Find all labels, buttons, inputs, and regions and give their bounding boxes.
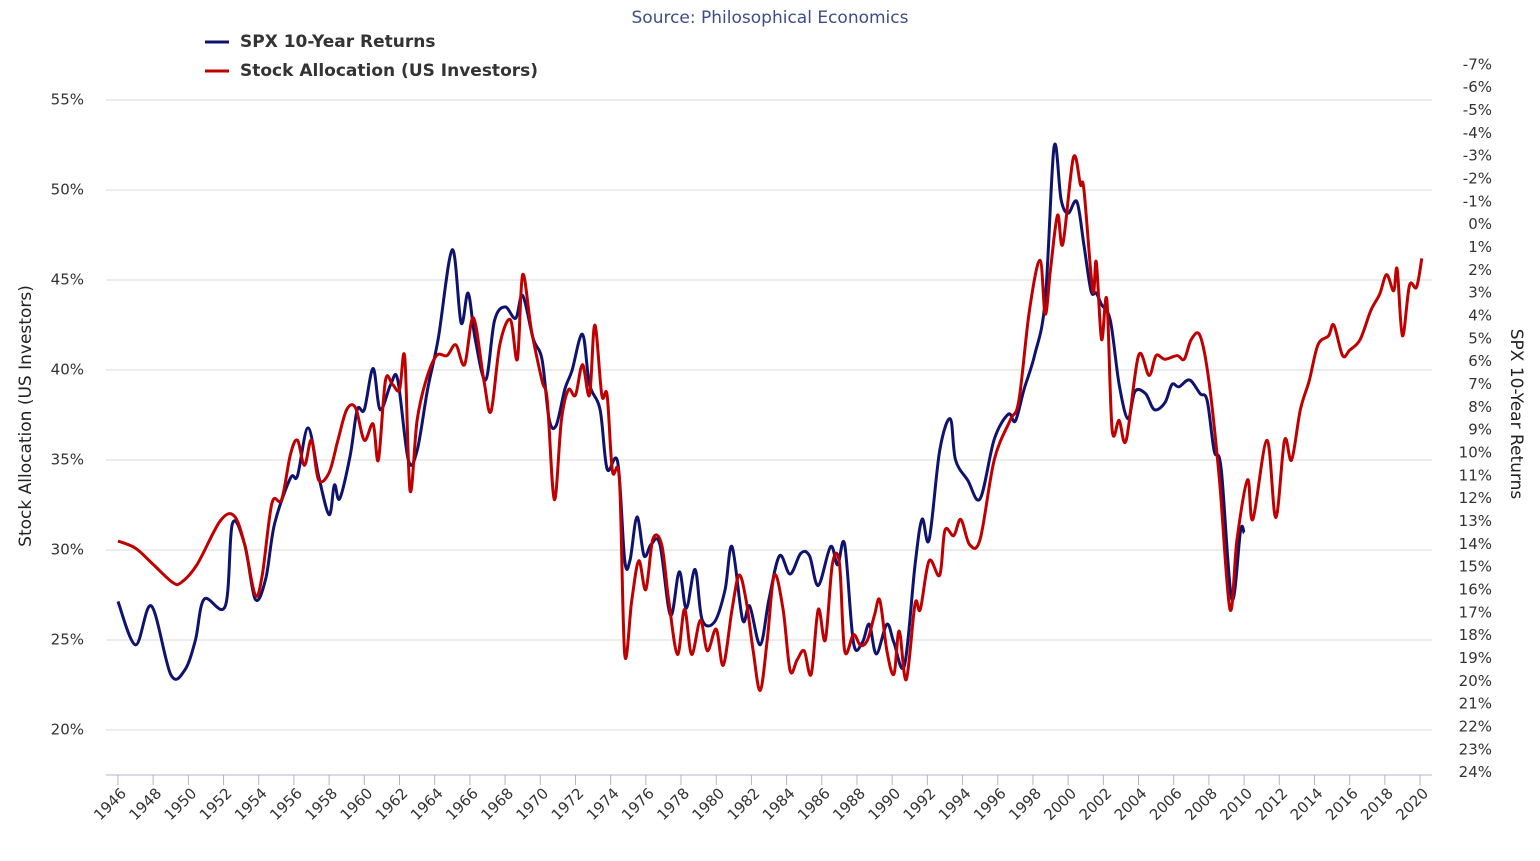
x-tick-label: 1962 xyxy=(372,784,412,824)
y2-tick-label: 24% xyxy=(1459,763,1492,781)
y2-tick-label: 13% xyxy=(1459,512,1492,530)
y2-tick-label: 7% xyxy=(1468,375,1492,393)
x-tick-label: 1996 xyxy=(970,784,1010,824)
y2-tick-label: 6% xyxy=(1468,352,1492,370)
x-tick-label: 1958 xyxy=(301,784,341,824)
y-tick-label: 30% xyxy=(51,541,84,559)
legend-item: SPX 10-Year Returns xyxy=(205,32,435,52)
y2-tick-label: -6% xyxy=(1463,78,1492,96)
y2-tick-label: -7% xyxy=(1463,55,1492,73)
line-series xyxy=(116,142,1246,681)
y2-tick-label: 15% xyxy=(1459,558,1492,576)
x-tick-label: 1994 xyxy=(935,784,975,824)
x-tick-label: 1950 xyxy=(161,784,201,824)
x-tick-label: 1956 xyxy=(266,784,306,824)
x-tick-label: 1990 xyxy=(864,784,904,824)
x-tick-label: 1972 xyxy=(548,784,588,824)
legend-item: Stock Allocation (US Investors) xyxy=(205,61,538,81)
x-tick-label: 1982 xyxy=(724,784,764,824)
x-tick-label: 1966 xyxy=(442,784,482,824)
x-tick-label: 1976 xyxy=(618,784,658,824)
chart-subtitle: Source: Philosophical Economics xyxy=(632,8,909,28)
x-tick-label: 1948 xyxy=(125,784,165,824)
y2-tick-label: 11% xyxy=(1459,466,1492,484)
y2-tick-label: -5% xyxy=(1463,101,1492,119)
y2-tick-label: -1% xyxy=(1463,192,1492,210)
y2-tick-label: 3% xyxy=(1468,284,1492,302)
y2-tick-label: 20% xyxy=(1459,672,1492,690)
y2-tick-label: 1% xyxy=(1468,238,1492,256)
y2-tick-label: 14% xyxy=(1459,535,1492,553)
x-tick-label: 1978 xyxy=(653,784,693,824)
x-tick-label: 1988 xyxy=(829,784,869,824)
x-tick-label: 1960 xyxy=(337,784,377,824)
y2-tick-label: -2% xyxy=(1463,169,1492,187)
x-tick-label: 2004 xyxy=(1111,784,1151,824)
y2-tick-label: -4% xyxy=(1463,124,1492,142)
x-tick-label: 1970 xyxy=(513,784,553,824)
x-tick-label: 2020 xyxy=(1392,784,1432,824)
x-tick-label: 2002 xyxy=(1076,784,1116,824)
y2-tick-label: 12% xyxy=(1459,489,1492,507)
y-axis-title: Stock Allocation (US Investors) xyxy=(16,285,36,547)
x-tick-label: 2000 xyxy=(1040,784,1080,824)
x-tick-label: 1992 xyxy=(900,784,940,824)
y-tick-label: 55% xyxy=(51,91,84,109)
y2-tick-label: 2% xyxy=(1468,261,1492,279)
x-tick-label: 2008 xyxy=(1181,784,1221,824)
x-tick-label: 1964 xyxy=(407,784,447,824)
y2-tick-label: 10% xyxy=(1459,444,1492,462)
y2-tick-label: 5% xyxy=(1468,329,1492,347)
x-tick-label: 2010 xyxy=(1216,784,1256,824)
x-tick-label: 2006 xyxy=(1146,784,1186,824)
y2-axis-title: SPX 10-Year Returns xyxy=(1506,329,1526,500)
x-tick-label: 1954 xyxy=(231,784,271,824)
legend-label: SPX 10-Year Returns xyxy=(240,32,435,52)
x-tick-label: 1980 xyxy=(688,784,728,824)
y2-tick-label: 17% xyxy=(1459,603,1492,621)
y2-tick-label: 9% xyxy=(1468,421,1492,439)
y2-tick-label: 0% xyxy=(1468,215,1492,233)
y-tick-label: 50% xyxy=(51,181,84,199)
y2-tick-label: -3% xyxy=(1463,147,1492,165)
y2-tick-label: 21% xyxy=(1459,695,1492,713)
y-tick-label: 25% xyxy=(51,631,84,649)
y2-tick-label: 16% xyxy=(1459,581,1492,599)
x-tick-label: 1968 xyxy=(477,784,517,824)
y-tick-label: 45% xyxy=(51,271,84,289)
x-tick-label: 1998 xyxy=(1005,784,1045,824)
y-tick-label: 40% xyxy=(51,361,84,379)
x-tick-label: 1974 xyxy=(583,784,623,824)
y2-tick-label: 23% xyxy=(1459,740,1492,758)
x-tick-label: 2016 xyxy=(1322,784,1362,824)
y-tick-label: 20% xyxy=(51,721,84,739)
y2-tick-label: 8% xyxy=(1468,398,1492,416)
y2-tick-label: 22% xyxy=(1459,718,1492,736)
x-tick-label: 1946 xyxy=(90,784,130,824)
y-tick-label: 35% xyxy=(51,451,84,469)
x-tick-label: 2014 xyxy=(1287,784,1327,824)
x-tick-label: 2018 xyxy=(1357,784,1397,824)
y2-tick-label: 18% xyxy=(1459,626,1492,644)
legend-label: Stock Allocation (US Investors) xyxy=(240,61,538,81)
x-tick-label: 1986 xyxy=(794,784,834,824)
line-series xyxy=(117,154,1424,692)
x-tick-label: 2012 xyxy=(1252,784,1292,824)
x-tick-label: 1984 xyxy=(759,784,799,824)
x-tick-label: 1952 xyxy=(196,784,236,824)
y2-tick-label: 19% xyxy=(1459,649,1492,667)
y2-tick-label: 4% xyxy=(1468,307,1492,325)
